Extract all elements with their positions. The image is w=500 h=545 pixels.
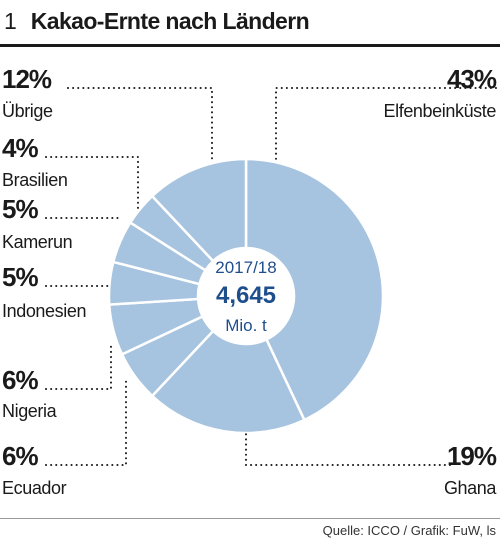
center-unit-label: Mio. t <box>225 316 267 335</box>
leader-line-elfenbeinkueste <box>275 87 497 161</box>
percent-label-ecuador: 6% <box>2 441 38 471</box>
country-label-nigeria: Nigeria <box>2 401 58 421</box>
leader-line-brasilien <box>45 156 139 211</box>
leader-line-nigeria <box>45 341 112 390</box>
footer-rule <box>0 518 500 519</box>
center-period-label: 2017/18 <box>215 258 276 277</box>
slice-elfenbeinkueste <box>244 157 385 422</box>
country-label-kamerun: Kamerun <box>2 232 72 252</box>
percent-label-elfenbeinkueste: 43% <box>447 64 497 94</box>
country-label-elfenbeinkueste: Elfenbeinküste <box>384 101 497 121</box>
country-label-ecuador: Ecuador <box>2 478 67 498</box>
leader-line-uebrige <box>67 87 213 161</box>
country-label-ghana: Ghana <box>444 478 497 498</box>
slice-labels: 43% Elfenbeinküste 19% Ghana 6% Ecuador 6% Nige… <box>2 64 498 498</box>
country-label-brasilien: Brasilien <box>2 170 67 190</box>
title-row: 1 Kakao-Ernte nach Ländern <box>4 8 310 40</box>
center-total-value: 4,645 <box>216 282 276 309</box>
leader-line-ghana <box>245 432 451 466</box>
donut-segments <box>107 157 385 435</box>
leader-lines <box>45 87 497 466</box>
chart-title: Kakao-Ernte nach Ländern <box>30 8 310 34</box>
percent-label-kamerun: 5% <box>2 194 38 224</box>
percent-label-brasilien: 4% <box>2 133 38 163</box>
leader-line-ecuador <box>45 377 127 466</box>
slice-uebrige <box>150 157 248 263</box>
donut-center: 2017/18 4,645 Mio. t <box>215 258 276 335</box>
percent-label-indonesien: 5% <box>2 262 38 292</box>
figure-number: 1 <box>4 8 17 34</box>
country-label-uebrige: Übrige <box>2 101 53 121</box>
source-credit: Quelle: ICCO / Grafik: FuW, ls <box>322 523 496 538</box>
country-label-indonesien: Indonesien <box>2 301 86 321</box>
title-rule <box>0 44 500 47</box>
percent-label-nigeria: 6% <box>2 365 38 395</box>
percent-label-uebrige: 12% <box>2 64 52 94</box>
percent-label-ghana: 19% <box>447 441 497 471</box>
